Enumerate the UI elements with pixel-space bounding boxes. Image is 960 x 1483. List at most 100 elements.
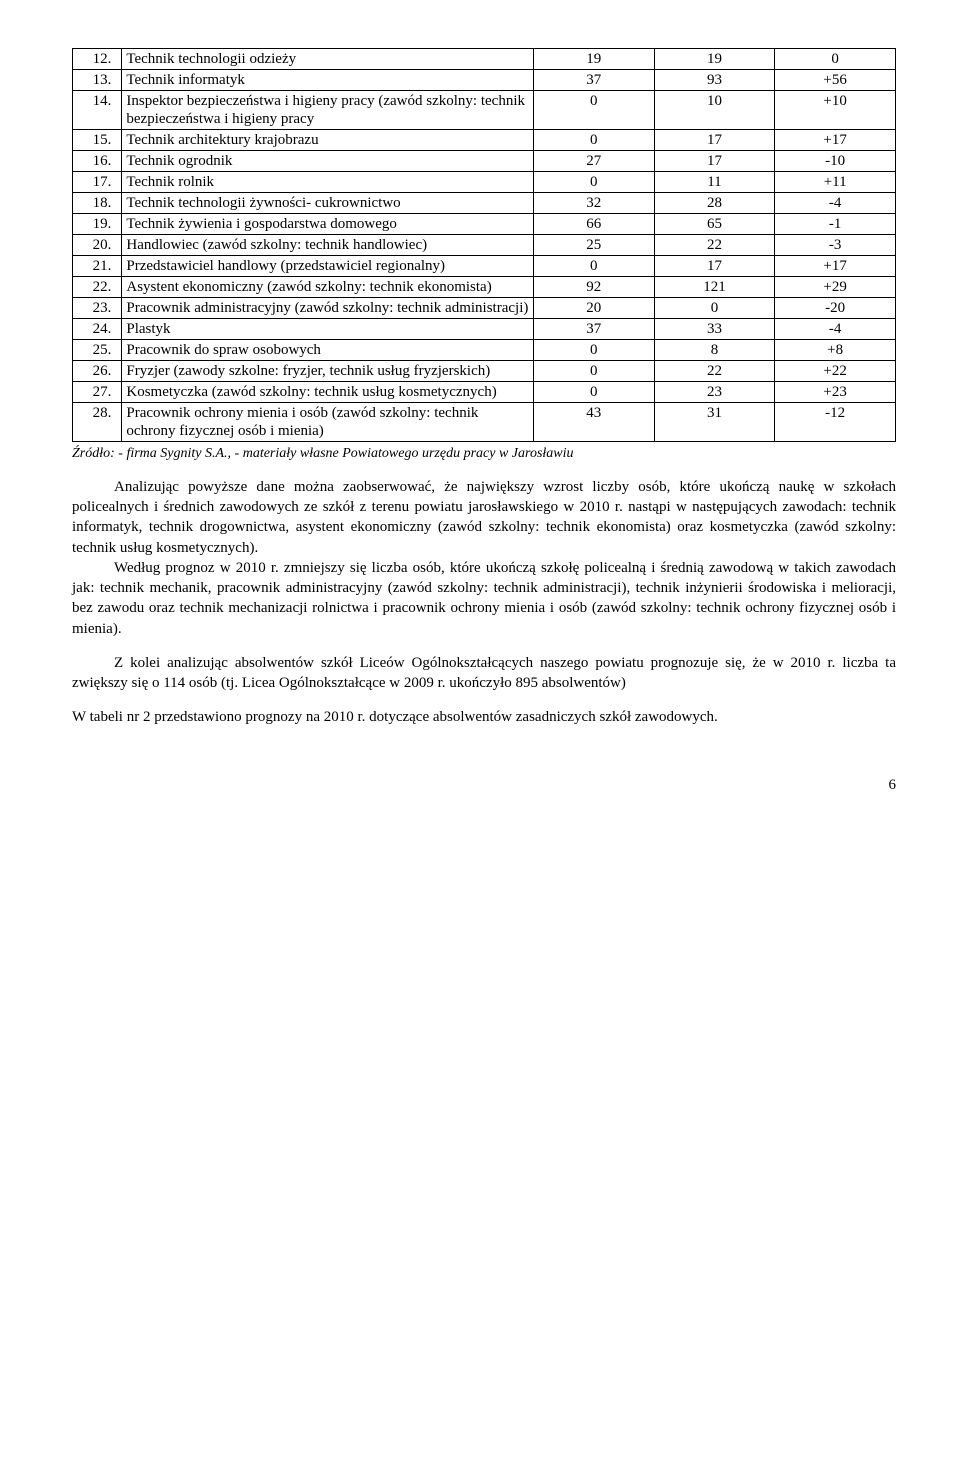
value-c: 0 bbox=[775, 49, 896, 70]
profession-name: Technik rolnik bbox=[122, 172, 534, 193]
value-a: 32 bbox=[533, 193, 654, 214]
table-row: 24.Plastyk3733-4 bbox=[73, 319, 896, 340]
value-c: -3 bbox=[775, 235, 896, 256]
row-number: 28. bbox=[73, 403, 122, 442]
value-b: 22 bbox=[654, 235, 775, 256]
profession-name: Fryzjer (zawody szkolne: fryzjer, techni… bbox=[122, 361, 534, 382]
table-row: 18.Technik technologii żywności- cukrown… bbox=[73, 193, 896, 214]
profession-name: Pracownik ochrony mienia i osób (zawód s… bbox=[122, 403, 534, 442]
value-b: 23 bbox=[654, 382, 775, 403]
value-c: +8 bbox=[775, 340, 896, 361]
row-number: 24. bbox=[73, 319, 122, 340]
profession-name: Pracownik do spraw osobowych bbox=[122, 340, 534, 361]
value-b: 93 bbox=[654, 70, 775, 91]
value-a: 27 bbox=[533, 151, 654, 172]
profession-name: Pracownik administracyjny (zawód szkolny… bbox=[122, 298, 534, 319]
row-number: 21. bbox=[73, 256, 122, 277]
value-b: 31 bbox=[654, 403, 775, 442]
professions-table: 12.Technik technologii odzieży1919013.Te… bbox=[72, 48, 896, 442]
value-a: 0 bbox=[533, 91, 654, 130]
profession-name: Technik technologii żywności- cukrownict… bbox=[122, 193, 534, 214]
value-b: 11 bbox=[654, 172, 775, 193]
value-a: 0 bbox=[533, 382, 654, 403]
source-note: Źródło: - firma Sygnity S.A., - materiał… bbox=[72, 446, 896, 463]
profession-name: Technik architektury krajobrazu bbox=[122, 130, 534, 151]
profession-name: Technik ogrodnik bbox=[122, 151, 534, 172]
paragraph-3: Z kolei analizując absolwentów szkół Lic… bbox=[72, 653, 896, 694]
value-a: 43 bbox=[533, 403, 654, 442]
value-b: 33 bbox=[654, 319, 775, 340]
value-b: 22 bbox=[654, 361, 775, 382]
value-b: 65 bbox=[654, 214, 775, 235]
row-number: 26. bbox=[73, 361, 122, 382]
value-c: +22 bbox=[775, 361, 896, 382]
table-row: 27.Kosmetyczka (zawód szkolny: technik u… bbox=[73, 382, 896, 403]
value-c: +11 bbox=[775, 172, 896, 193]
value-b: 17 bbox=[654, 256, 775, 277]
value-c: +17 bbox=[775, 130, 896, 151]
value-a: 20 bbox=[533, 298, 654, 319]
value-a: 0 bbox=[533, 130, 654, 151]
value-b: 17 bbox=[654, 130, 775, 151]
value-b: 17 bbox=[654, 151, 775, 172]
profession-name: Kosmetyczka (zawód szkolny: technik usłu… bbox=[122, 382, 534, 403]
value-c: -20 bbox=[775, 298, 896, 319]
value-c: -12 bbox=[775, 403, 896, 442]
value-a: 92 bbox=[533, 277, 654, 298]
value-b: 28 bbox=[654, 193, 775, 214]
row-number: 20. bbox=[73, 235, 122, 256]
table-row: 21.Przedstawiciel handlowy (przedstawici… bbox=[73, 256, 896, 277]
table-row: 15.Technik architektury krajobrazu017+17 bbox=[73, 130, 896, 151]
row-number: 12. bbox=[73, 49, 122, 70]
value-b: 121 bbox=[654, 277, 775, 298]
value-a: 0 bbox=[533, 172, 654, 193]
table-row: 14.Inspektor bezpieczeństwa i higieny pr… bbox=[73, 91, 896, 130]
value-a: 66 bbox=[533, 214, 654, 235]
value-c: +56 bbox=[775, 70, 896, 91]
profession-name: Plastyk bbox=[122, 319, 534, 340]
profession-name: Asystent ekonomiczny (zawód szkolny: tec… bbox=[122, 277, 534, 298]
value-c: +29 bbox=[775, 277, 896, 298]
value-a: 0 bbox=[533, 340, 654, 361]
value-b: 10 bbox=[654, 91, 775, 130]
value-b: 0 bbox=[654, 298, 775, 319]
value-c: +23 bbox=[775, 382, 896, 403]
value-c: -10 bbox=[775, 151, 896, 172]
row-number: 27. bbox=[73, 382, 122, 403]
value-b: 8 bbox=[654, 340, 775, 361]
row-number: 13. bbox=[73, 70, 122, 91]
table-row: 25.Pracownik do spraw osobowych08+8 bbox=[73, 340, 896, 361]
value-c: -1 bbox=[775, 214, 896, 235]
row-number: 19. bbox=[73, 214, 122, 235]
value-c: -4 bbox=[775, 193, 896, 214]
paragraph-4: W tabeli nr 2 przedstawiono prognozy na … bbox=[72, 707, 896, 727]
row-number: 23. bbox=[73, 298, 122, 319]
profession-name: Przedstawiciel handlowy (przedstawiciel … bbox=[122, 256, 534, 277]
table-row: 26.Fryzjer (zawody szkolne: fryzjer, tec… bbox=[73, 361, 896, 382]
table-row: 20.Handlowiec (zawód szkolny: technik ha… bbox=[73, 235, 896, 256]
table-row: 22.Asystent ekonomiczny (zawód szkolny: … bbox=[73, 277, 896, 298]
value-b: 19 bbox=[654, 49, 775, 70]
value-a: 19 bbox=[533, 49, 654, 70]
value-a: 25 bbox=[533, 235, 654, 256]
table-row: 23.Pracownik administracyjny (zawód szko… bbox=[73, 298, 896, 319]
paragraph-2: Według prognoz w 2010 r. zmniejszy się l… bbox=[72, 558, 896, 639]
row-number: 25. bbox=[73, 340, 122, 361]
row-number: 16. bbox=[73, 151, 122, 172]
table-row: 19.Technik żywienia i gospodarstwa domow… bbox=[73, 214, 896, 235]
value-a: 0 bbox=[533, 361, 654, 382]
profession-name: Handlowiec (zawód szkolny: technik handl… bbox=[122, 235, 534, 256]
table-row: 17.Technik rolnik011+11 bbox=[73, 172, 896, 193]
row-number: 18. bbox=[73, 193, 122, 214]
row-number: 22. bbox=[73, 277, 122, 298]
row-number: 14. bbox=[73, 91, 122, 130]
table-row: 13.Technik informatyk3793+56 bbox=[73, 70, 896, 91]
value-c: +17 bbox=[775, 256, 896, 277]
paragraph-1: Analizując powyższe dane można zaobserwo… bbox=[72, 477, 896, 558]
value-a: 37 bbox=[533, 319, 654, 340]
table-row: 28.Pracownik ochrony mienia i osób (zawó… bbox=[73, 403, 896, 442]
table-row: 16.Technik ogrodnik2717-10 bbox=[73, 151, 896, 172]
value-c: +10 bbox=[775, 91, 896, 130]
value-a: 0 bbox=[533, 256, 654, 277]
page-number: 6 bbox=[72, 776, 896, 794]
